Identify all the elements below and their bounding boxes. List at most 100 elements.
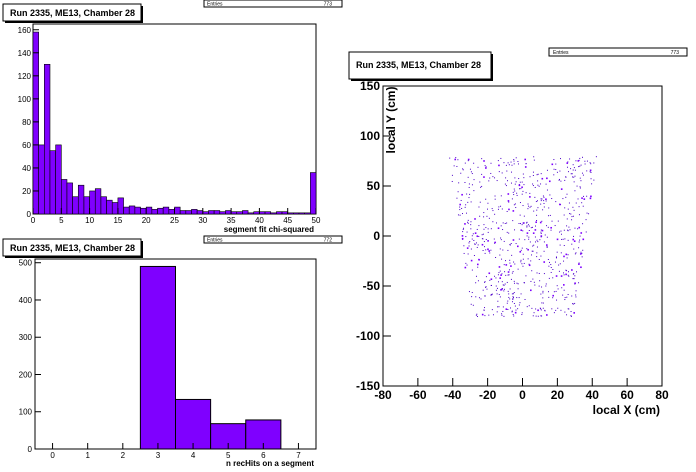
xy-point — [511, 171, 513, 173]
xy-point — [528, 230, 530, 232]
xy-point — [574, 227, 576, 229]
chi2-title-box — [2, 3, 142, 22]
xy-point — [466, 212, 468, 214]
xy-point — [524, 158, 527, 161]
xy-point — [508, 232, 510, 234]
xy-point — [481, 234, 483, 236]
xy-point — [537, 315, 539, 317]
xy-point — [508, 201, 510, 203]
xy-point — [540, 255, 542, 257]
xy-point — [540, 200, 542, 202]
xy-point — [485, 166, 487, 168]
xy-point — [568, 308, 570, 310]
xy-point — [574, 190, 576, 192]
xy-point — [506, 231, 508, 233]
xy-point — [508, 293, 510, 295]
xy-point — [593, 179, 595, 181]
xy-x-tick-label: -20 — [479, 388, 497, 402]
xy-point — [471, 173, 473, 175]
xy-point — [501, 288, 503, 291]
xy-point — [467, 158, 470, 161]
xy-point — [535, 201, 537, 203]
chi2-bar — [287, 212, 294, 215]
xy-point — [531, 226, 533, 228]
xy-point — [514, 305, 516, 307]
chi2-bar — [247, 212, 255, 215]
xy-point — [524, 298, 526, 300]
xy-point — [578, 166, 580, 168]
xy-point — [507, 290, 509, 292]
xy-point — [581, 256, 583, 258]
xy-point — [479, 181, 481, 183]
xy-point — [522, 265, 524, 267]
xy-point — [490, 249, 492, 251]
xy-point — [533, 244, 535, 246]
xy-frame — [382, 85, 663, 387]
xy-point — [497, 208, 499, 210]
chi2-bar — [259, 211, 266, 215]
xy-point — [578, 226, 581, 229]
xy-point — [490, 294, 492, 296]
xy-point — [567, 254, 569, 256]
xy-point — [488, 180, 490, 182]
xy-point — [530, 227, 532, 229]
xy-point — [509, 244, 511, 246]
xy-point — [569, 229, 571, 231]
xy-point — [456, 165, 458, 167]
xy-point — [484, 295, 486, 297]
xy-point — [536, 252, 538, 254]
xy-y-tick-label: -100 — [356, 329, 380, 343]
xy-point — [509, 262, 511, 264]
xy-point — [571, 295, 573, 297]
xy-point — [560, 233, 562, 235]
chi2-bar — [276, 211, 283, 215]
chi2-bar — [202, 211, 209, 215]
xy-point — [566, 225, 568, 227]
xy-point — [581, 172, 583, 174]
xy-point — [512, 239, 515, 241]
xy-point — [461, 213, 463, 215]
xy-point — [566, 166, 568, 168]
nhits-stats-box — [203, 235, 343, 244]
xy-point — [506, 281, 508, 283]
xy-point — [472, 233, 474, 235]
xy-point — [478, 206, 480, 208]
xy-point — [532, 171, 534, 173]
xy-point — [532, 315, 534, 317]
chi2-bar — [89, 190, 96, 215]
xy-point — [536, 220, 538, 222]
xy-point — [573, 278, 575, 280]
xy-point — [518, 178, 520, 180]
xy-point — [553, 174, 555, 176]
xy-point — [527, 248, 529, 251]
xy-point — [522, 222, 525, 224]
xy-point — [567, 239, 569, 241]
xy-point — [575, 296, 577, 298]
xy-point — [487, 231, 489, 233]
xy-point — [511, 310, 513, 312]
chi2-y-tick-label: 100 — [18, 95, 32, 104]
xy-point — [573, 209, 575, 211]
chi2-bar — [157, 207, 164, 215]
xy-point — [507, 180, 509, 182]
xy-point — [521, 314, 523, 316]
xy-point — [509, 288, 511, 290]
xy-point — [495, 256, 497, 258]
xy-point — [557, 288, 559, 290]
xy-point — [503, 315, 505, 317]
xy-point — [478, 235, 480, 237]
xy-point — [578, 206, 580, 208]
xy-point — [589, 171, 591, 173]
xy-x-axis-label: local X (cm) — [593, 403, 660, 417]
xy-point — [570, 315, 572, 317]
xy-point — [476, 235, 479, 238]
xy-point — [577, 198, 579, 200]
xy-point — [464, 181, 466, 183]
nhits-bar — [139, 265, 176, 450]
xy-point — [575, 294, 577, 296]
xy-point — [463, 227, 465, 229]
xy-point — [572, 176, 574, 178]
xy-point — [581, 197, 583, 199]
xy-y-tick-label: -50 — [363, 279, 381, 293]
xy-point — [470, 259, 473, 262]
